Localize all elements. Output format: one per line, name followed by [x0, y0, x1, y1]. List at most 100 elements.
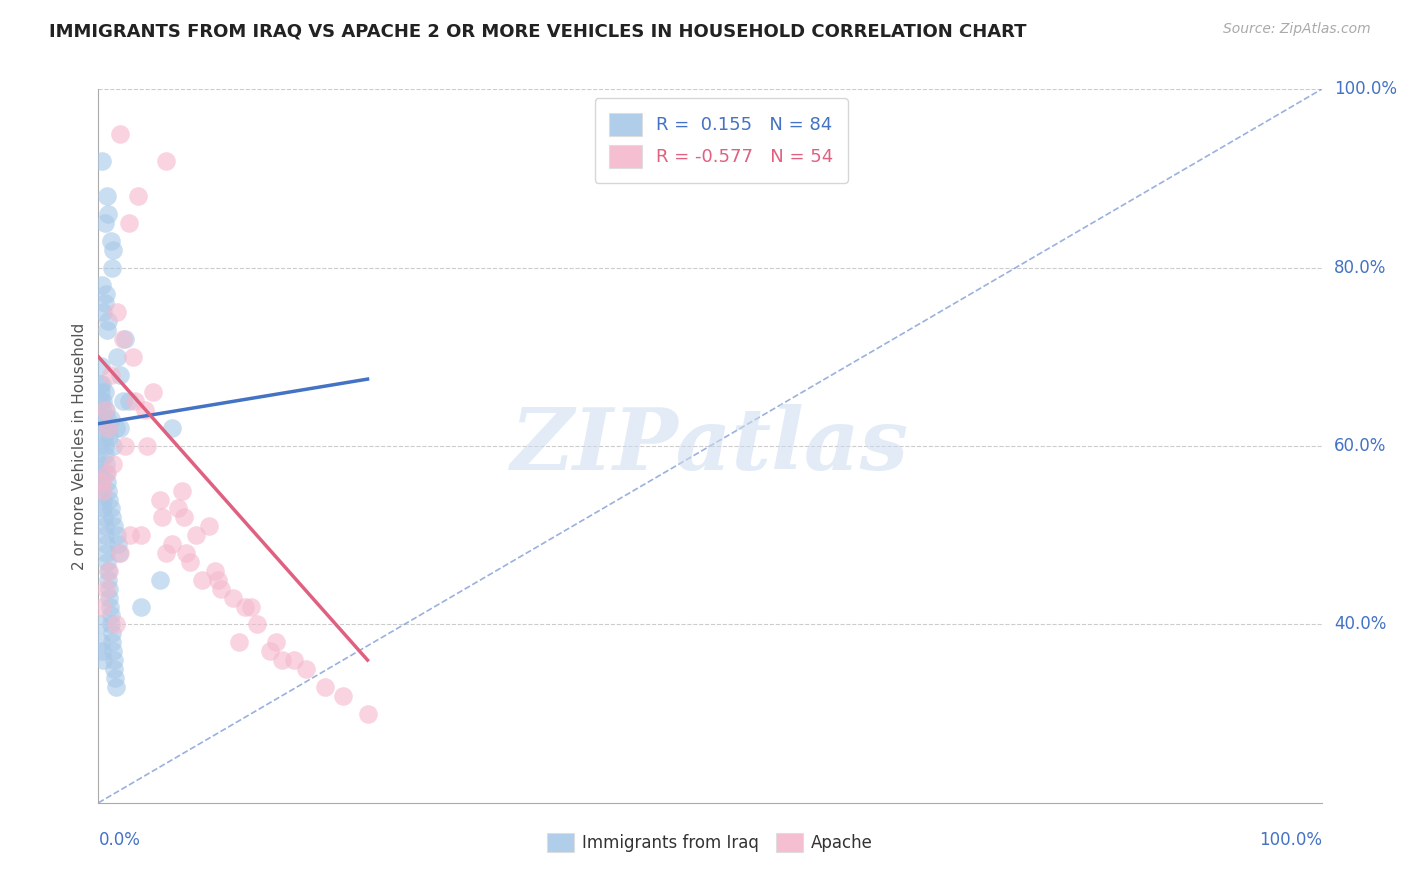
Point [90, 475, 112, 489]
Point [332, 689, 354, 703]
Point [167, 501, 190, 516]
Point [233, 599, 256, 614]
Point [105, 305, 128, 319]
Point [118, 216, 141, 230]
Point [197, 519, 219, 533]
Point [94, 528, 117, 542]
Point [295, 662, 318, 676]
Point [356, 706, 378, 721]
Point [228, 635, 250, 649]
Point [120, 528, 142, 542]
Point [96, 475, 118, 489]
Point [176, 546, 198, 560]
Text: 0.0%: 0.0% [98, 831, 141, 849]
Point [149, 492, 172, 507]
Point [107, 537, 129, 551]
Point [90, 394, 112, 409]
Point [110, 368, 132, 382]
Point [101, 260, 124, 275]
Point [110, 127, 132, 141]
Point [97, 207, 120, 221]
Point [91, 501, 114, 516]
Point [100, 368, 122, 382]
Point [94, 537, 117, 551]
Point [314, 680, 336, 694]
Point [108, 546, 131, 560]
Point [93, 216, 115, 230]
Text: 100.0%: 100.0% [1334, 80, 1398, 98]
Point [90, 635, 112, 649]
Point [191, 573, 214, 587]
Point [91, 644, 114, 658]
Point [91, 475, 114, 489]
Point [101, 439, 124, 453]
Point [93, 403, 115, 417]
Point [93, 519, 115, 533]
Point [89, 376, 111, 391]
Point [207, 573, 229, 587]
Point [90, 385, 112, 400]
Point [170, 483, 193, 498]
Point [97, 564, 120, 578]
Point [101, 243, 124, 257]
Point [121, 350, 143, 364]
Point [110, 546, 132, 560]
Point [101, 644, 124, 658]
Point [100, 234, 122, 248]
Point [98, 430, 121, 444]
Point [94, 403, 117, 417]
Point [127, 189, 149, 203]
Point [94, 287, 117, 301]
Point [89, 457, 111, 471]
Point [142, 385, 165, 400]
Point [89, 439, 111, 453]
Point [150, 510, 173, 524]
Point [160, 537, 183, 551]
Point [97, 314, 120, 328]
Point [179, 555, 201, 569]
Point [91, 305, 114, 319]
Point [104, 421, 127, 435]
Point [91, 599, 114, 614]
Point [129, 599, 152, 614]
Point [97, 421, 120, 435]
Point [91, 483, 114, 498]
Point [240, 599, 263, 614]
Point [97, 573, 120, 587]
Point [97, 483, 120, 498]
Point [98, 564, 121, 578]
Point [105, 350, 128, 364]
Point [96, 412, 118, 426]
Point [118, 394, 141, 409]
Point [111, 394, 134, 409]
Text: 80.0%: 80.0% [1334, 259, 1386, 277]
Point [114, 439, 136, 453]
Point [103, 519, 125, 533]
Point [90, 466, 112, 480]
Point [110, 421, 132, 435]
Point [101, 626, 124, 640]
Point [100, 501, 122, 516]
Point [96, 323, 118, 337]
Point [155, 546, 177, 560]
Point [100, 412, 122, 426]
Point [98, 591, 121, 605]
Y-axis label: 2 or more Vehicles in Household: 2 or more Vehicles in Household [72, 322, 87, 570]
Point [91, 376, 114, 391]
Point [209, 582, 232, 596]
Point [91, 421, 114, 435]
Text: Source: ZipAtlas.com: Source: ZipAtlas.com [1223, 22, 1371, 37]
Point [91, 653, 114, 667]
Point [103, 662, 125, 676]
Point [186, 528, 208, 542]
Point [97, 582, 120, 596]
Point [91, 153, 114, 168]
Point [91, 403, 114, 417]
Point [105, 528, 128, 542]
Point [93, 430, 115, 444]
Point [103, 653, 125, 667]
Point [91, 483, 114, 498]
Point [222, 591, 245, 605]
Point [136, 439, 159, 453]
Legend: Immigrants from Iraq, Apache: Immigrants from Iraq, Apache [541, 826, 879, 859]
